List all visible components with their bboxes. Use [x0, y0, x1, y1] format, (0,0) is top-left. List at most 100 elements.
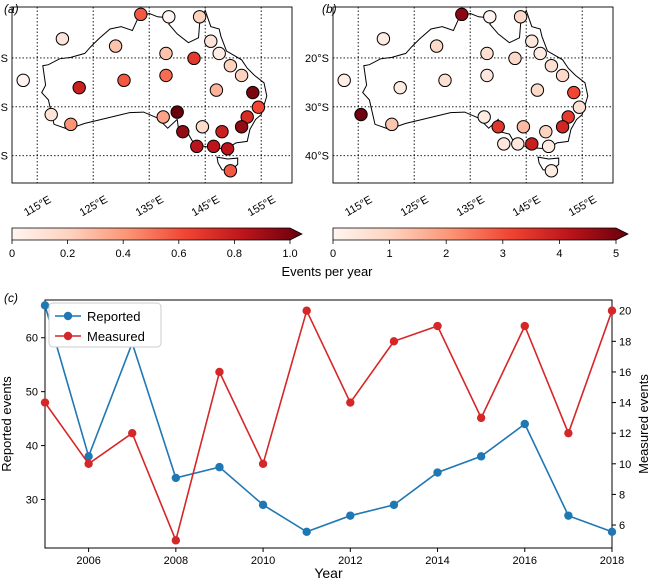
data-point-measured: [302, 306, 311, 315]
station-marker: [187, 51, 201, 66]
lon-tick-label: 145°E: [190, 194, 222, 219]
x-tick-label: 2008: [164, 555, 188, 567]
data-point-reported: [302, 527, 311, 537]
station-marker: [223, 58, 238, 73]
station-marker: [572, 100, 587, 114]
colorbar-tick-label: 0.4: [116, 248, 131, 260]
station-marker: [162, 10, 176, 24]
station-marker: [337, 73, 351, 88]
map-panel-a: 20°S 30°S 40°S 115°E 125°E 135°E 145°E 155°E: [0, 6, 293, 219]
legend-label: Reported: [87, 309, 140, 324]
series-line-measured: [44, 308, 613, 543]
legend-marker: [63, 311, 73, 321]
data-point-measured: [171, 536, 181, 545]
colorbar-tick-label: 5: [613, 248, 619, 260]
data-point-reported: [520, 419, 529, 429]
colorbar-label: Events per year: [281, 264, 373, 279]
lon-tick-label: 125°E: [78, 194, 110, 219]
panel-label-b: (b): [322, 2, 337, 16]
station-marker: [491, 120, 505, 134]
y-tick-label-left: 30: [26, 494, 38, 506]
data-point-reported: [215, 462, 224, 472]
station-marker: [429, 39, 444, 53]
station-marker: [511, 137, 525, 151]
colorbar-tick-label: 4: [556, 248, 562, 260]
data-point-measured: [433, 321, 442, 331]
station-marker: [134, 7, 148, 22]
lon-tick-label: 155°E: [246, 194, 278, 219]
australia-coastline: [41, 8, 268, 150]
data-point-reported: [258, 500, 268, 510]
y-tick-label-right: 14: [619, 398, 631, 410]
map-frame: [332, 6, 614, 184]
station-marker: [220, 142, 235, 156]
station-marker: [170, 105, 184, 119]
station-marker: [567, 85, 581, 100]
station-marker: [530, 83, 545, 97]
station-marker: [223, 164, 238, 178]
station-marker: [44, 107, 58, 122]
lon-tick-label: 135°E: [134, 194, 166, 219]
data-point-measured: [476, 413, 486, 423]
lat-tick-label: 30°S: [305, 102, 329, 114]
station-marker: [215, 124, 229, 139]
station-marker: [156, 110, 170, 124]
lon-tick-label: 115°E: [343, 194, 374, 219]
station-marker: [533, 46, 547, 61]
x-tick-label: 2016: [513, 555, 537, 567]
lon-tick-label: 115°E: [22, 194, 53, 219]
station-marker: [204, 34, 218, 48]
station-marker: [513, 10, 528, 24]
station-marker: [497, 137, 511, 151]
map-panel-b: 20°S 30°S 40°S 115°E 125°E 135°E 145°E 155°E: [305, 6, 614, 219]
colorbar-b-bar: [332, 227, 629, 241]
colorbar-tick-label: 0: [330, 248, 336, 260]
station-marker: [246, 85, 260, 100]
line-chart-panel-c: 2006 2008 2010 2012 2014 2016 2018304050606810…: [0, 299, 651, 581]
station-marker: [541, 139, 556, 154]
y-tick-label-right: 12: [619, 428, 631, 440]
lat-tick-label: 30°S: [0, 102, 8, 114]
lat-tick-label: 20°S: [305, 53, 329, 65]
data-point-measured: [128, 428, 137, 438]
station-marker: [555, 120, 570, 134]
station-marker: [206, 139, 221, 154]
station-marker: [108, 39, 123, 53]
lon-tick-label: 145°E: [511, 194, 543, 219]
station-marker: [64, 117, 78, 132]
x-tick-label: 2006: [76, 555, 100, 567]
station-marker: [544, 58, 559, 73]
data-point-reported: [433, 468, 442, 477]
station-marker: [385, 117, 399, 132]
data-point-reported: [84, 452, 93, 461]
data-point-measured: [607, 306, 617, 315]
station-marker: [393, 80, 407, 95]
y-tick-label-right: 20: [619, 306, 631, 318]
station-marker: [539, 124, 553, 139]
station-marker: [234, 120, 249, 134]
station-marker: [525, 34, 539, 48]
station-marker: [55, 32, 70, 46]
panel-label-c: (c): [4, 291, 18, 305]
plot-frame: [44, 299, 613, 549]
data-point-measured: [564, 428, 573, 438]
y-tick-label-right: 8: [619, 489, 625, 501]
x-tick-label: 2018: [600, 555, 624, 567]
station-marker: [192, 10, 207, 24]
lat-tick-label: 40°S: [305, 151, 329, 163]
lon-tick-label: 125°E: [399, 194, 431, 219]
station-marker: [477, 110, 491, 124]
station-marker: [209, 83, 224, 97]
colorbar-tick-label: 1: [387, 248, 393, 260]
colorbar-tick-label: 0.2: [60, 248, 75, 260]
colorbar-tick-label: 3: [500, 248, 506, 260]
legend: Reported Measured: [48, 302, 162, 348]
data-point-measured: [258, 459, 268, 469]
x-tick-label: 2014: [425, 555, 449, 567]
station-marker: [190, 139, 204, 154]
colorbar-b: 0 1 2 3 4 5: [330, 227, 629, 260]
station-marker: [480, 46, 494, 61]
data-point-measured: [389, 337, 399, 346]
colorbar-a-bar: [11, 227, 303, 241]
